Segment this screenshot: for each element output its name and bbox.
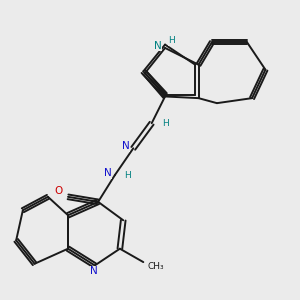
Text: N: N xyxy=(90,266,98,277)
Text: N: N xyxy=(122,141,130,151)
Text: O: O xyxy=(55,186,63,196)
Text: H: H xyxy=(162,119,169,128)
Text: H: H xyxy=(124,171,131,180)
Text: H: H xyxy=(168,36,175,45)
Text: CH₃: CH₃ xyxy=(148,262,164,271)
Text: N: N xyxy=(154,41,162,51)
Text: N: N xyxy=(103,168,111,178)
